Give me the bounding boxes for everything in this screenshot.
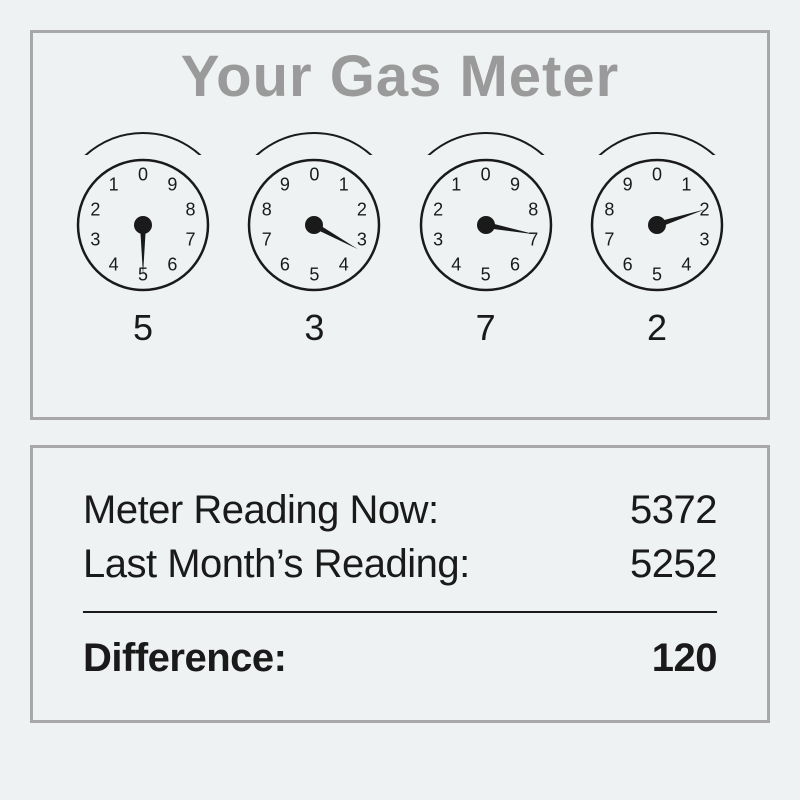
dial-digit: 0	[481, 165, 491, 186]
dial-digit: 9	[280, 174, 290, 195]
direction-arrow-icon	[244, 125, 384, 155]
dial-digit: 8	[528, 199, 538, 220]
dial-reading-2: 7	[476, 307, 496, 349]
dial-digit: 4	[681, 255, 691, 276]
dial-digit: 8	[186, 199, 196, 220]
reading-now-label: Meter Reading Now:	[83, 483, 439, 537]
dial-digit: 1	[681, 174, 691, 195]
meter-panel: Your Gas Meter 01234567895 01234567893 0…	[30, 30, 770, 420]
dial-digit: 6	[510, 255, 520, 276]
dial-digit: 7	[604, 230, 614, 251]
dial-digit: 3	[700, 230, 710, 251]
dial-digit: 6	[280, 255, 290, 276]
dial-digit: 7	[262, 230, 272, 251]
dial-digit: 5	[652, 265, 662, 286]
difference-value: 120	[652, 631, 717, 685]
reading-now-value: 5372	[630, 483, 717, 537]
dial-digit: 9	[167, 174, 177, 195]
dial-digit: 9	[510, 174, 520, 195]
difference-label: Difference:	[83, 631, 286, 685]
dial-0: 012 34567 89	[73, 155, 213, 295]
dial-reading-3: 2	[647, 307, 667, 349]
divider	[83, 611, 717, 613]
dial-digit: 6	[167, 255, 177, 276]
dial-reading-1: 3	[304, 307, 324, 349]
dial-digit: 3	[357, 230, 367, 251]
difference-row: Difference: 120	[83, 631, 717, 685]
dial-digit: 1	[339, 174, 349, 195]
dial-digit: 6	[623, 255, 633, 276]
dial-digit: 5	[138, 265, 148, 286]
dial-digit: 2	[90, 199, 100, 220]
reading-last-label: Last Month’s Reading:	[83, 537, 470, 591]
dial-digit: 0	[138, 165, 148, 186]
dial-digit: 4	[451, 255, 461, 276]
dial-digit: 3	[433, 230, 443, 251]
direction-arrow-icon	[416, 125, 556, 155]
dial-3: 012 34567 89	[587, 155, 727, 295]
dial-group-2: 01234567897	[406, 125, 566, 349]
dial-digit: 8	[262, 199, 272, 220]
dial-digit: 7	[186, 230, 196, 251]
dial-row: 01234567895 01234567893 01234567897 0123…	[53, 125, 747, 349]
direction-arrow-icon	[587, 125, 727, 155]
dial-2: 012 34567 89	[416, 155, 556, 295]
dial-digit: 1	[109, 174, 119, 195]
dial-digit: 4	[339, 255, 349, 276]
reading-last-value: 5252	[630, 537, 717, 591]
dial-group-0: 01234567895	[63, 125, 223, 349]
dial-digit: 2	[700, 199, 710, 220]
reading-now-row: Meter Reading Now: 5372	[83, 483, 717, 537]
dial-1: 012 34567 89	[244, 155, 384, 295]
reading-last-row: Last Month’s Reading: 5252	[83, 537, 717, 591]
dial-group-1: 01234567893	[234, 125, 394, 349]
dial-digit: 5	[309, 265, 319, 286]
summary-panel: Meter Reading Now: 5372 Last Month’s Rea…	[30, 445, 770, 723]
dial-digit: 0	[309, 165, 319, 186]
dial-digit: 3	[90, 230, 100, 251]
dial-digit: 0	[652, 165, 662, 186]
direction-arrow-icon	[73, 125, 213, 155]
dial-digit: 4	[109, 255, 119, 276]
dial-digit: 2	[357, 199, 367, 220]
dial-digit: 2	[433, 199, 443, 220]
dial-digit: 8	[604, 199, 614, 220]
dial-reading-0: 5	[133, 307, 153, 349]
dial-digit: 5	[481, 265, 491, 286]
dial-digit: 9	[623, 174, 633, 195]
panel-title: Your Gas Meter	[53, 43, 747, 110]
dial-digit: 1	[451, 174, 461, 195]
dial-digit: 7	[528, 230, 538, 251]
dial-group-3: 01234567892	[577, 125, 737, 349]
